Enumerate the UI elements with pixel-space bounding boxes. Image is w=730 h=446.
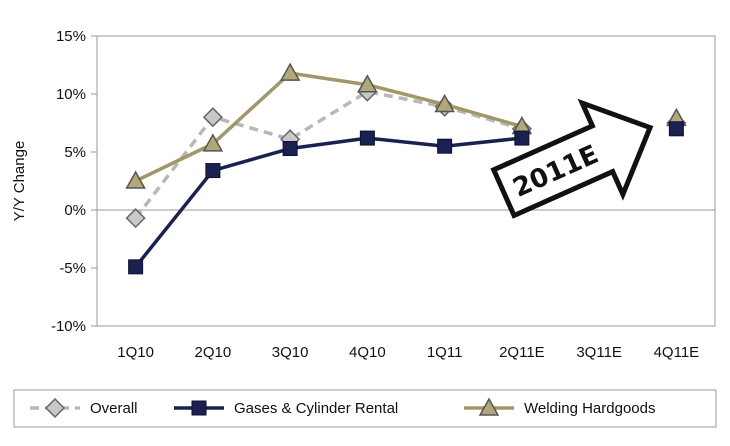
series-line — [134, 71, 523, 183]
data-point — [514, 130, 530, 146]
data-point — [434, 93, 455, 113]
legend-marker — [44, 397, 66, 419]
legend-item: Welding Hardgoods — [464, 397, 655, 417]
x-tick-label: 4Q11E — [654, 344, 700, 361]
y-tick-label: 15% — [56, 28, 86, 45]
data-point — [357, 74, 378, 93]
y-tick-label: -5% — [59, 260, 86, 277]
legend-label: Welding Hardgoods — [524, 400, 655, 417]
data-point — [282, 141, 298, 157]
data-point — [668, 121, 684, 137]
y-axis-title: Y/Y Change — [11, 141, 28, 222]
x-tick-label: 2Q10 — [195, 344, 232, 361]
data-point — [125, 208, 146, 229]
data-point — [205, 163, 221, 179]
x-tick-label: 3Q10 — [272, 344, 309, 361]
data-point — [125, 170, 146, 189]
series-gases-cylinder-rental — [128, 121, 684, 275]
data-point — [202, 133, 224, 152]
data-point — [128, 259, 144, 275]
legend-label: Overall — [90, 400, 138, 417]
legend-item: Overall — [30, 397, 138, 419]
data-point — [279, 62, 301, 81]
legend-box — [13, 389, 717, 428]
x-tick-label: 2Q11E — [499, 344, 545, 361]
series-welding-hardgoods — [125, 62, 687, 189]
y-tick-label: 0% — [64, 202, 86, 219]
x-tick-label: 3Q11E — [576, 344, 622, 361]
legend-marker — [478, 397, 500, 416]
x-tick-label: 1Q11 — [427, 344, 463, 361]
x-tick-label: 1Q10 — [117, 344, 154, 361]
series-line — [134, 136, 523, 268]
series-line — [134, 89, 523, 220]
legend-label: Gases & Cylinder Rental — [234, 400, 398, 417]
legend-marker — [191, 400, 207, 416]
plot-area — [96, 35, 716, 327]
y-tick-label: 10% — [56, 86, 86, 103]
x-tick-label: 4Q10 — [349, 344, 386, 361]
data-point — [359, 130, 375, 146]
data-point — [437, 138, 453, 154]
arrow-shape — [490, 98, 654, 219]
data-point — [202, 107, 223, 128]
y-tick-label: -10% — [51, 318, 86, 335]
legend-item: Gases & Cylinder Rental — [174, 400, 398, 417]
y-tick-label: 5% — [64, 144, 86, 161]
